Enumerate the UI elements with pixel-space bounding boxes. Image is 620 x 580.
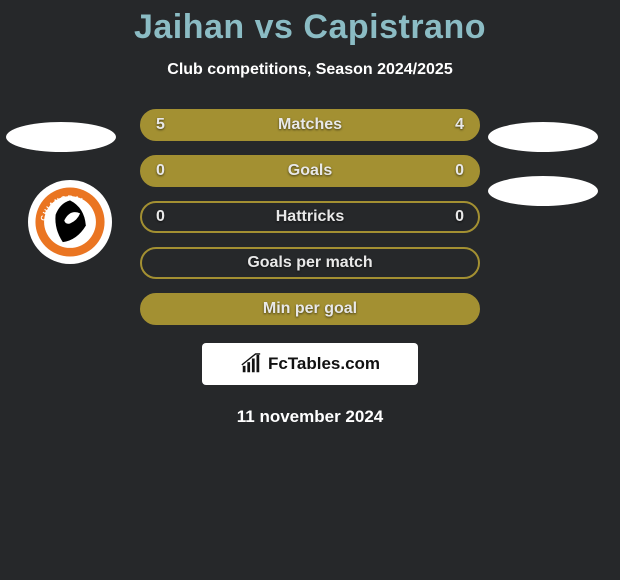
date-text: 11 november 2024 [0,407,620,427]
page-title: Jaihan vs Capistrano [0,0,620,47]
stat-label: Hattricks [180,208,440,226]
stat-row-goals-per-match: Goals per match [140,247,480,279]
stat-label: Min per goal [180,300,440,318]
stat-row-matches: 5 Matches 4 [140,109,480,141]
brand-text: FcTables.com [268,354,380,374]
stat-left-value: 0 [156,162,180,180]
stat-row-goals: 0 Goals 0 [140,155,480,187]
chiangrai-logo-icon: CHIANGRAI [34,186,106,258]
stat-right-value: 0 [440,162,464,180]
subtitle: Club competitions, Season 2024/2025 [0,61,620,79]
bar-chart-icon [240,353,262,375]
stat-left-value: 5 [156,116,180,134]
stat-row-min-per-goal: Min per goal [140,293,480,325]
club-logo-left: CHIANGRAI [28,180,112,264]
country-flag-right [488,122,598,152]
stat-label: Matches [180,116,440,134]
stat-label: Goals [180,162,440,180]
stat-left-value: 0 [156,208,180,226]
stat-row-hattricks: 0 Hattricks 0 [140,201,480,233]
stat-right-value: 0 [440,208,464,226]
stat-label: Goals per match [180,254,440,272]
country-flag-left [6,122,116,152]
club-placeholder-right [488,176,598,206]
brand-box[interactable]: FcTables.com [202,343,418,385]
stat-right-value: 4 [440,116,464,134]
